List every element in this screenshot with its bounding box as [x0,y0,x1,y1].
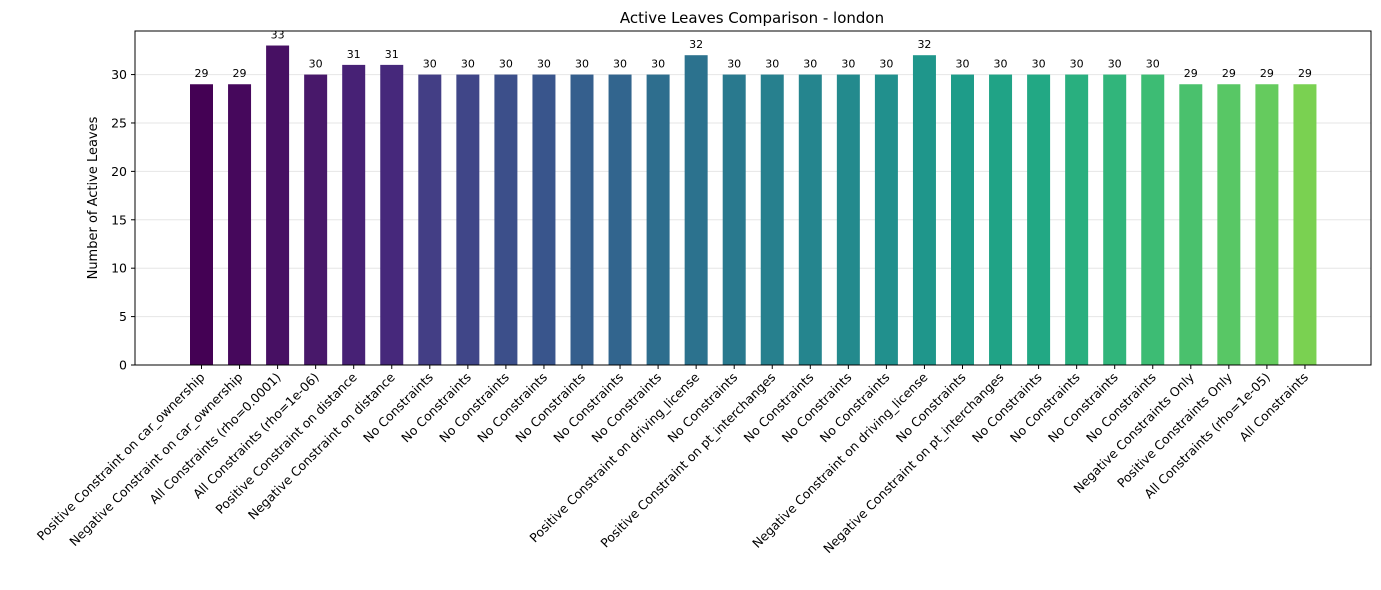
chart-title: Active Leaves Comparison - london [620,9,884,27]
data-label: 30 [499,58,513,71]
data-label: 30 [309,58,323,71]
data-label: 30 [1146,58,1160,71]
y-tick-label: 30 [111,67,127,82]
bar [494,74,518,365]
data-label: 30 [956,58,970,71]
bar [760,74,784,365]
x-tick-label: Positive Constraint on distance [212,369,360,517]
data-label: 30 [1108,58,1122,71]
data-label: 30 [727,58,741,71]
y-tick-label: 15 [111,212,127,227]
data-label: 30 [423,58,437,71]
x-tick-label: Positive Constraint on pt_interchanges [597,370,778,551]
data-label: 30 [651,58,665,71]
bar [1255,84,1279,366]
bar [951,74,974,365]
y-tick-label: 5 [119,309,127,324]
bar [266,45,290,366]
bar [722,74,746,365]
data-label: 30 [841,58,855,71]
data-label: 31 [347,48,361,61]
x-tick-label: Negative Constraint on pt_interchanges [820,370,1007,557]
bar [1141,74,1165,365]
data-label: 32 [917,38,931,51]
bar [1065,74,1089,365]
bar [190,84,213,366]
x-axis-ticks: Positive Constraint on car_ownershipNega… [34,365,1311,556]
y-tick-label: 20 [111,164,127,179]
data-label: 30 [765,58,779,71]
y-axis-label: Number of Active Leaves [86,116,101,279]
data-label: 30 [994,58,1008,71]
bar [1179,84,1203,366]
y-tick-label: 25 [111,115,127,130]
data-label: 31 [385,48,399,61]
bar [532,74,556,365]
bar [989,74,1013,365]
bar [1103,74,1127,365]
data-label: 30 [537,58,551,71]
data-label: 30 [803,58,817,71]
bar [418,74,442,365]
bar [1217,84,1241,366]
data-label: 30 [613,58,627,71]
data-label: 30 [1032,58,1046,71]
bar [456,74,480,365]
bar [912,55,936,365]
data-label: 33 [271,29,285,42]
data-label: 30 [575,58,589,71]
bar [304,74,328,365]
plot-frame [134,30,1372,366]
bar [1027,74,1051,365]
bar [380,64,404,365]
data-label: 29 [1184,67,1198,80]
x-tick-label: Positive Constraint on car_ownership [34,369,208,543]
y-axis-ticks: 0 5 10 15 20 25 30 [111,67,135,373]
bar [684,55,708,365]
data-label: 30 [879,58,893,71]
bar [342,64,366,365]
data-label: 29 [1298,67,1312,80]
y-tick-label: 0 [119,358,127,373]
bar [836,74,860,365]
bar [646,74,670,365]
data-label: 29 [1222,67,1236,80]
data-label: 30 [1070,58,1084,71]
data-label: 29 [195,67,209,80]
bar [874,74,898,365]
bar [570,74,594,365]
x-tick-label: Negative Constraint on driving_license [749,369,931,551]
x-tick-label: Negative Constraint on car_ownership [66,369,245,548]
data-label: 29 [233,67,247,80]
data-label: 30 [461,58,475,71]
data-label: 32 [689,38,703,51]
bars [190,45,1317,366]
bar [228,84,252,366]
grid-lines [135,74,1371,366]
bar [798,74,822,365]
data-label: 29 [1260,67,1274,80]
y-tick-label: 10 [111,261,127,276]
data-labels: 29 29 33 30 31 31 30 30 30 30 30 30 30 32 30 30 30 30 30 32… [195,29,1312,81]
bar [608,74,632,365]
x-tick-label: All Constraints [1236,370,1311,445]
bar [1293,84,1317,366]
